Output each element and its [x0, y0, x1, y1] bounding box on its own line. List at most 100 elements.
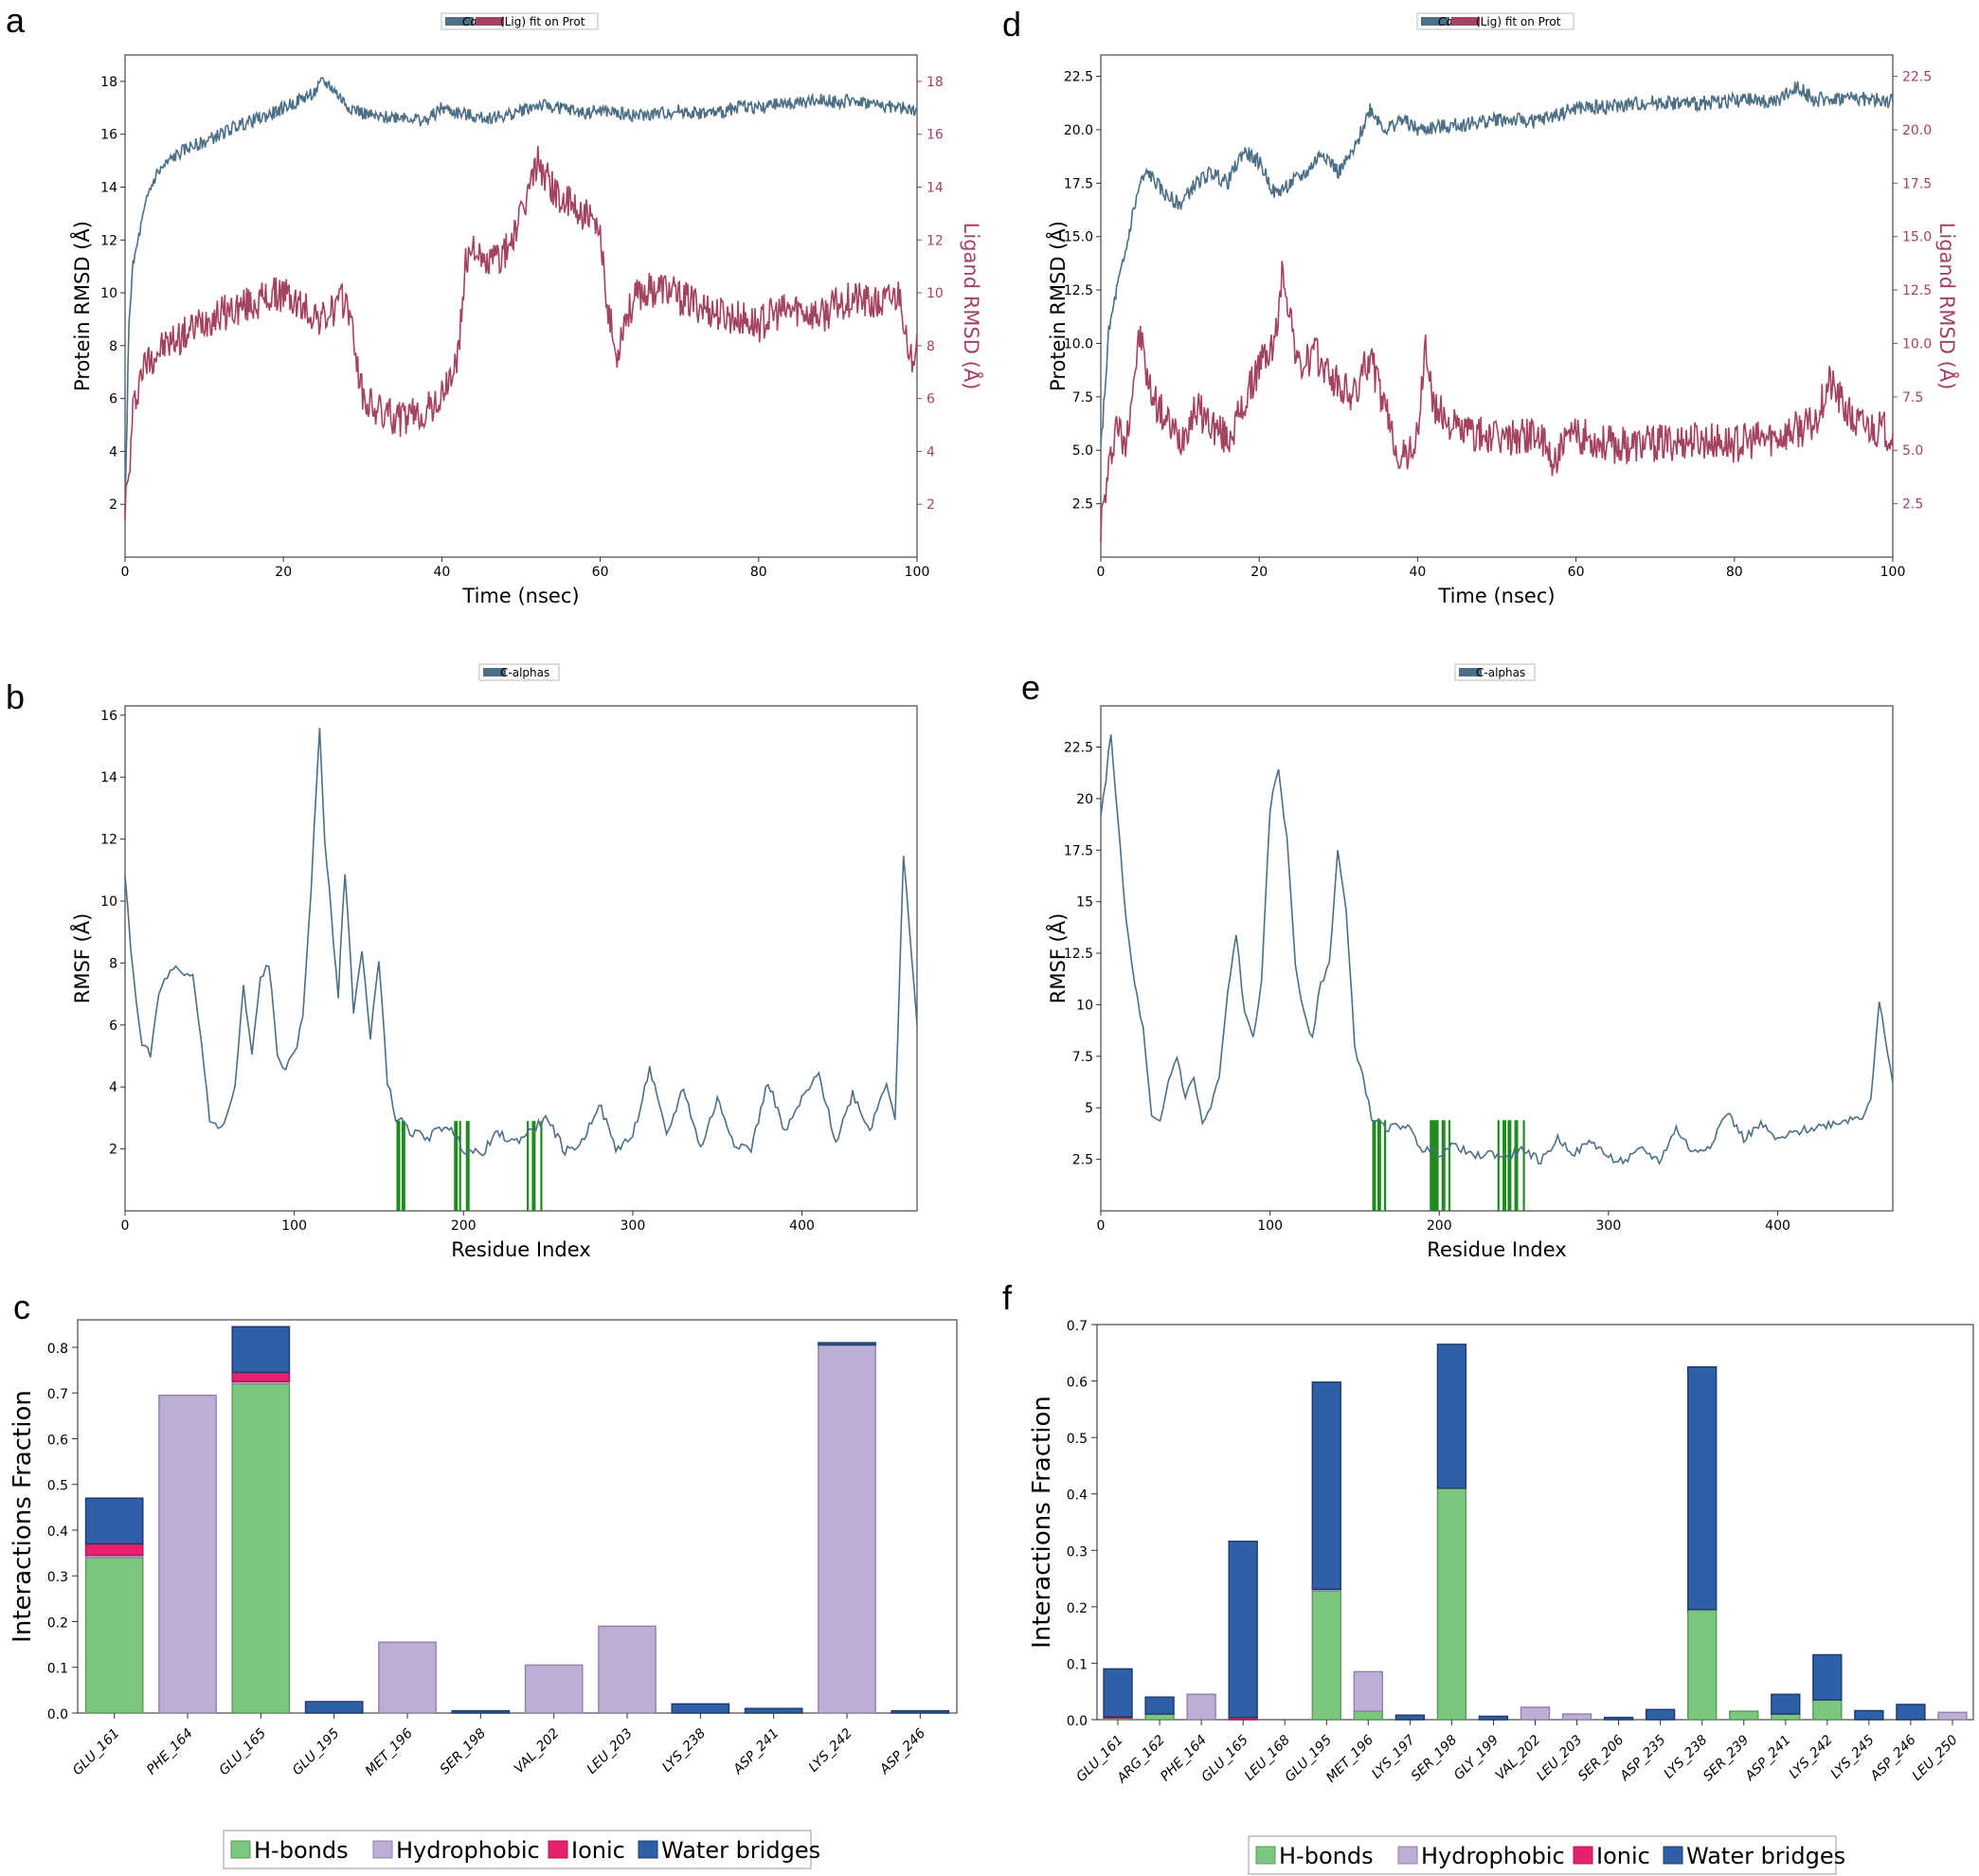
series-line-lig [124, 145, 918, 520]
y-tick-label: 0.3 [47, 1570, 68, 1585]
legend-label: C-alphas [500, 666, 549, 679]
x-tick-label: SER_239 [1700, 1732, 1753, 1784]
y-tick-label: 4 [109, 1080, 117, 1095]
bar-hydrophobic [158, 1394, 217, 1714]
x-tick-label: 60 [592, 565, 609, 580]
panel-label-a: a [6, 1, 26, 40]
y-tick-label: 20 [1076, 792, 1093, 807]
bar-water-bridges [671, 1703, 730, 1714]
y2-tick-label: 5.0 [1902, 443, 1923, 459]
y-tick-label: 0.7 [1067, 1319, 1088, 1334]
bar-hydrophobic [524, 1664, 584, 1714]
x-tick-label: 20 [1250, 565, 1268, 580]
y2-tick-label: 12 [927, 233, 944, 248]
y-tick-label: 12.5 [1064, 283, 1093, 298]
x-tick-label: 200 [451, 1218, 477, 1234]
x-tick-label: ASP_246 [876, 1725, 928, 1777]
y-axis-label: Protein RMSD (Å) [69, 221, 94, 391]
y-tick-label: 2 [109, 497, 117, 513]
x-tick-label: 100 [1257, 1218, 1283, 1234]
y-tick-label: 0.7 [47, 1387, 68, 1402]
y2-tick-label: 17.5 [1902, 176, 1932, 191]
y-tick-label: 14 [100, 770, 117, 785]
legend-swatch-ligand [476, 17, 504, 26]
bar-water-bridges [451, 1709, 511, 1714]
bar-water-bridges [1144, 1696, 1175, 1715]
y-tick-label: 8 [109, 956, 117, 971]
y2-tick-label: 12.5 [1902, 283, 1932, 298]
y-tick-label: 20.0 [1064, 123, 1093, 138]
series-line-lig [1100, 261, 1894, 542]
y-tick-label: 16 [100, 709, 117, 724]
x-tick-label: 300 [621, 1218, 646, 1234]
bar-water-bridges [1478, 1715, 1509, 1721]
plot-frame [1100, 54, 1894, 558]
legend-swatch-water [638, 1840, 658, 1859]
y-tick-label: 5 [1085, 1101, 1093, 1116]
y-tick-label: 6 [109, 1019, 117, 1034]
y-tick-label: 10 [1076, 998, 1093, 1013]
y-tick-label: 0.5 [1067, 1432, 1088, 1447]
x-tick-label: LEU_203 [585, 1726, 636, 1777]
y2-tick-label: 20.0 [1902, 123, 1932, 138]
bar-water-bridges [1311, 1381, 1341, 1591]
y-tick-label: 0.3 [1067, 1544, 1088, 1560]
bar-water-bridges [1603, 1716, 1634, 1721]
legend-swatch-hbond [1255, 1846, 1276, 1865]
legend-label-ligand: (Lig) fit on Prot [500, 15, 585, 28]
y-tick-label: 22.5 [1064, 741, 1093, 756]
chart-a-protein-ligand-rmsd: 0 20 40 60 80 100 2 2 4 4 6 6 8 8 10 10 12 12 14 14 16 16 18 18… [69, 12, 984, 607]
bar-water-bridges [1645, 1708, 1676, 1721]
bar-water-bridges [1812, 1653, 1843, 1701]
legend-label-protein: Cα [1438, 15, 1453, 28]
y-tick-label: 0.2 [1067, 1601, 1088, 1616]
plot-frame [77, 1319, 958, 1714]
x-axis-label: Residue Index [451, 1238, 590, 1261]
y-tick-label: 18 [100, 75, 117, 90]
legend-label-hbond: H-bonds [1279, 1843, 1374, 1869]
bar-hydrophobic [1520, 1706, 1551, 1721]
bar-h-bonds [1771, 1713, 1801, 1721]
chart-c-interactions: 0.0 0.1 0.2 0.3 0.4 0.5 0.6 0.7 0.8 Interactions … [9, 1319, 958, 1869]
y-tick-label: 6 [109, 392, 117, 407]
legend-swatch-ionic [1573, 1846, 1593, 1865]
bar-water-bridges [1436, 1344, 1467, 1489]
y-axis-label: Protein RMSD (Å) [1045, 221, 1070, 391]
x-tick-label: VAL_202 [512, 1725, 563, 1777]
y2-tick-label: 10.0 [1902, 336, 1932, 352]
legend: H-bonds Hydrophobic Ionic Water bridges [223, 1830, 820, 1869]
legend-label-ionic: Ionic [571, 1837, 625, 1864]
y2-axis-label: Ligand RMSD (Å) [1935, 223, 1960, 390]
legend-label: C-alphas [1476, 666, 1525, 679]
x-axis-label: Time (nsec) [461, 585, 579, 607]
legend-label-water: Water bridges [1686, 1843, 1845, 1869]
x-tick-label: 300 [1596, 1218, 1622, 1234]
legend-swatch-ionic [548, 1840, 568, 1859]
x-tick-label: SER_206 [1575, 1732, 1628, 1784]
legend-swatch-ligand [1451, 17, 1480, 26]
bar-h-bonds [1812, 1699, 1843, 1721]
y-axis-label: Interactions Fraction [1028, 1396, 1056, 1649]
bar-water-bridges [1771, 1693, 1801, 1715]
bar-hydrophobic [1937, 1711, 1968, 1721]
x-tick-label: GLU_161 [70, 1726, 123, 1779]
chart-f-interactions: 0.0 0.1 0.2 0.3 0.4 0.5 0.6 0.7 Interactions Fra… [1028, 1319, 1974, 1875]
bar-ionic [84, 1542, 144, 1557]
bar-h-bonds [1687, 1609, 1718, 1721]
y-tick-label: 0.0 [1067, 1714, 1088, 1729]
y-tick-label: 10.0 [1064, 336, 1093, 352]
bar-hydrophobic [378, 1641, 437, 1714]
x-tick-label: 60 [1568, 565, 1585, 580]
y-tick-label: 0.8 [47, 1342, 68, 1357]
x-tick-label: ASP_246 [1867, 1732, 1919, 1784]
bar-hydrophobic [1353, 1670, 1383, 1712]
x-tick-label: 0 [1097, 565, 1106, 580]
legend-label-ligand: (Lig) fit on Prot [1476, 15, 1561, 28]
x-axis-label: Residue Index [1427, 1238, 1566, 1261]
legend-box [1248, 1835, 1837, 1875]
legend-label-ionic: Ionic [1596, 1843, 1650, 1869]
x-tick-label: 20 [275, 565, 292, 580]
plot-frame [1100, 705, 1894, 1212]
y2-tick-label: 22.5 [1902, 70, 1932, 85]
y-tick-label: 0.1 [47, 1662, 68, 1677]
